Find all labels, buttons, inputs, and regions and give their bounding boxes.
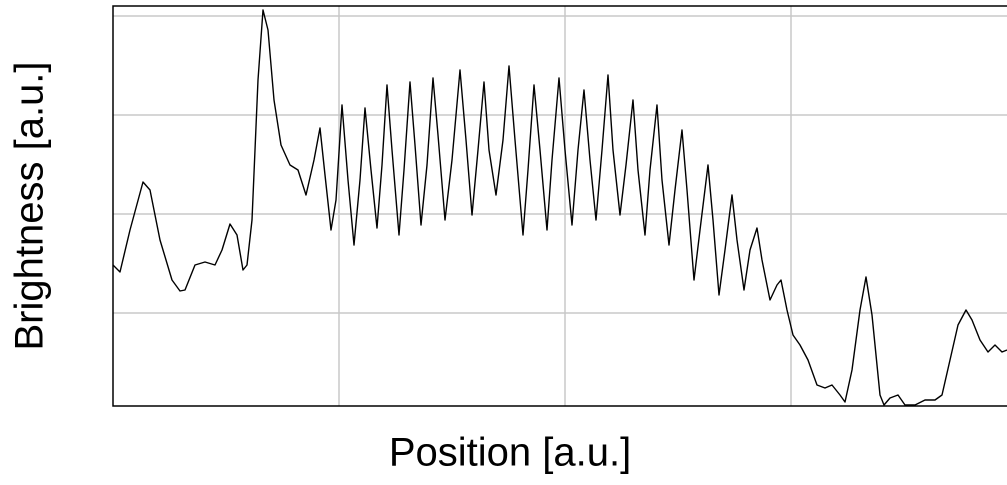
data-line: [112, 9, 1007, 406]
x-axis-label: Position [a.u.]: [389, 431, 631, 475]
plot-frame: [112, 5, 1007, 407]
y-axis-label: Brightness [a.u.]: [8, 61, 52, 350]
